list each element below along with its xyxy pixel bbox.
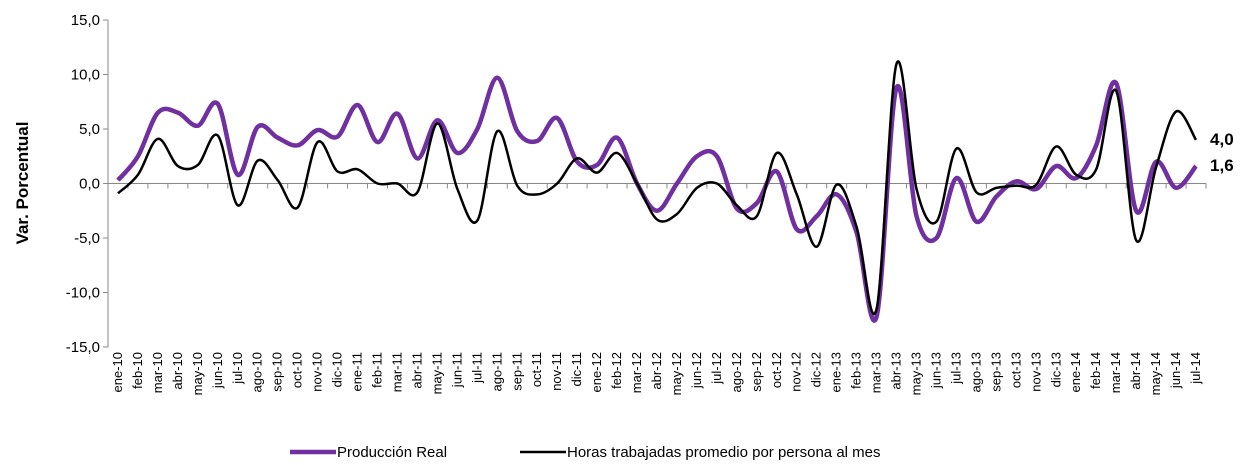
x-tick-label: jul-11 bbox=[469, 352, 484, 384]
y-tick-label: -5,0 bbox=[74, 230, 100, 247]
x-tick-label: oct-12 bbox=[769, 352, 784, 388]
series-line bbox=[117, 60, 1198, 315]
y-axis-title: Var. Porcentual bbox=[13, 122, 32, 245]
x-tick-label: ago-11 bbox=[489, 352, 504, 392]
legend-label: Producción Real bbox=[337, 444, 447, 460]
y-tick-label: 15,0 bbox=[71, 12, 100, 29]
x-tick-label: mar-11 bbox=[389, 352, 404, 392]
x-tick-label: feb-13 bbox=[849, 352, 864, 389]
x-tick-label: ene-11 bbox=[350, 352, 365, 392]
x-tick-label: feb-10 bbox=[130, 352, 145, 389]
x-tick-label: sep-11 bbox=[509, 352, 524, 391]
x-tick-label: oct-10 bbox=[290, 352, 305, 388]
x-tick-label: dic-12 bbox=[809, 352, 824, 387]
x-tick-label: jul-12 bbox=[709, 352, 724, 385]
x-tick-label: abr-11 bbox=[409, 352, 424, 389]
x-tick-label: nov-13 bbox=[1028, 352, 1043, 392]
x-tick-label: jun-10 bbox=[210, 352, 225, 389]
x-tick-label: ene-10 bbox=[110, 352, 125, 392]
x-tick-label: jun-11 bbox=[449, 352, 464, 388]
y-tick-label: -10,0 bbox=[66, 285, 100, 302]
x-tick-label: ago-10 bbox=[250, 352, 265, 392]
x-tick-label: ago-12 bbox=[729, 352, 744, 392]
x-tick-label: dic-10 bbox=[330, 352, 345, 387]
x-tick-label: ene-14 bbox=[1068, 352, 1083, 392]
x-tick-label: may-11 bbox=[429, 352, 444, 394]
x-tick-label: sep-12 bbox=[749, 352, 764, 392]
x-tick-label: feb-12 bbox=[609, 352, 624, 389]
x-tick-label: abr-13 bbox=[889, 352, 904, 390]
x-tick-label: may-10 bbox=[190, 352, 205, 395]
x-tick-label: dic-11 bbox=[569, 352, 584, 386]
x-tick-label: sep-10 bbox=[270, 352, 285, 392]
x-tick-label: ago-13 bbox=[968, 352, 983, 392]
x-tick-label: dic-13 bbox=[1048, 352, 1063, 387]
x-tick-label: jun-12 bbox=[689, 352, 704, 389]
x-tick-label: abr-12 bbox=[649, 352, 664, 390]
x-tick-label: feb-11 bbox=[370, 352, 385, 388]
legend-label: Horas trabajadas promedio por persona al… bbox=[567, 444, 881, 460]
x-tick-label: oct-11 bbox=[529, 352, 544, 387]
x-tick-label: mar-10 bbox=[150, 352, 165, 393]
x-tick-label: feb-14 bbox=[1088, 352, 1103, 389]
x-tick-label: may-12 bbox=[669, 352, 684, 395]
y-tick-label: 5,0 bbox=[79, 121, 100, 138]
x-tick-label: oct-13 bbox=[1008, 352, 1023, 388]
y-tick-label: 10,0 bbox=[71, 67, 100, 84]
x-tick-label: mar-12 bbox=[629, 352, 644, 393]
x-tick-label: abr-10 bbox=[170, 352, 185, 390]
x-tick-label: may-14 bbox=[1148, 352, 1163, 395]
x-tick-label: jun-14 bbox=[1168, 352, 1183, 389]
x-tick-label: mar-14 bbox=[1108, 352, 1123, 393]
series-line bbox=[116, 75, 1198, 323]
y-tick-label: -15,0 bbox=[66, 339, 100, 356]
x-tick-label: ene-12 bbox=[589, 352, 604, 392]
x-tick-label: jul-10 bbox=[230, 352, 245, 385]
x-tick-label: nov-12 bbox=[789, 352, 804, 392]
y-tick-label: 0,0 bbox=[79, 176, 100, 193]
x-tick-label: nov-11 bbox=[549, 352, 564, 391]
x-tick-label: abr-14 bbox=[1128, 352, 1143, 390]
data-label: 4,0 bbox=[1210, 130, 1234, 149]
x-tick-label: jun-13 bbox=[928, 352, 943, 389]
x-tick-label: nov-10 bbox=[310, 352, 325, 392]
x-tick-label: ene-13 bbox=[829, 352, 844, 392]
x-tick-label: may-13 bbox=[909, 352, 924, 395]
x-tick-label: jul-14 bbox=[1188, 352, 1203, 385]
x-tick-label: jul-13 bbox=[948, 352, 963, 385]
x-tick-label: mar-13 bbox=[869, 352, 884, 393]
x-tick-label: sep-13 bbox=[988, 352, 1003, 392]
data-label: 1,6 bbox=[1210, 156, 1234, 175]
